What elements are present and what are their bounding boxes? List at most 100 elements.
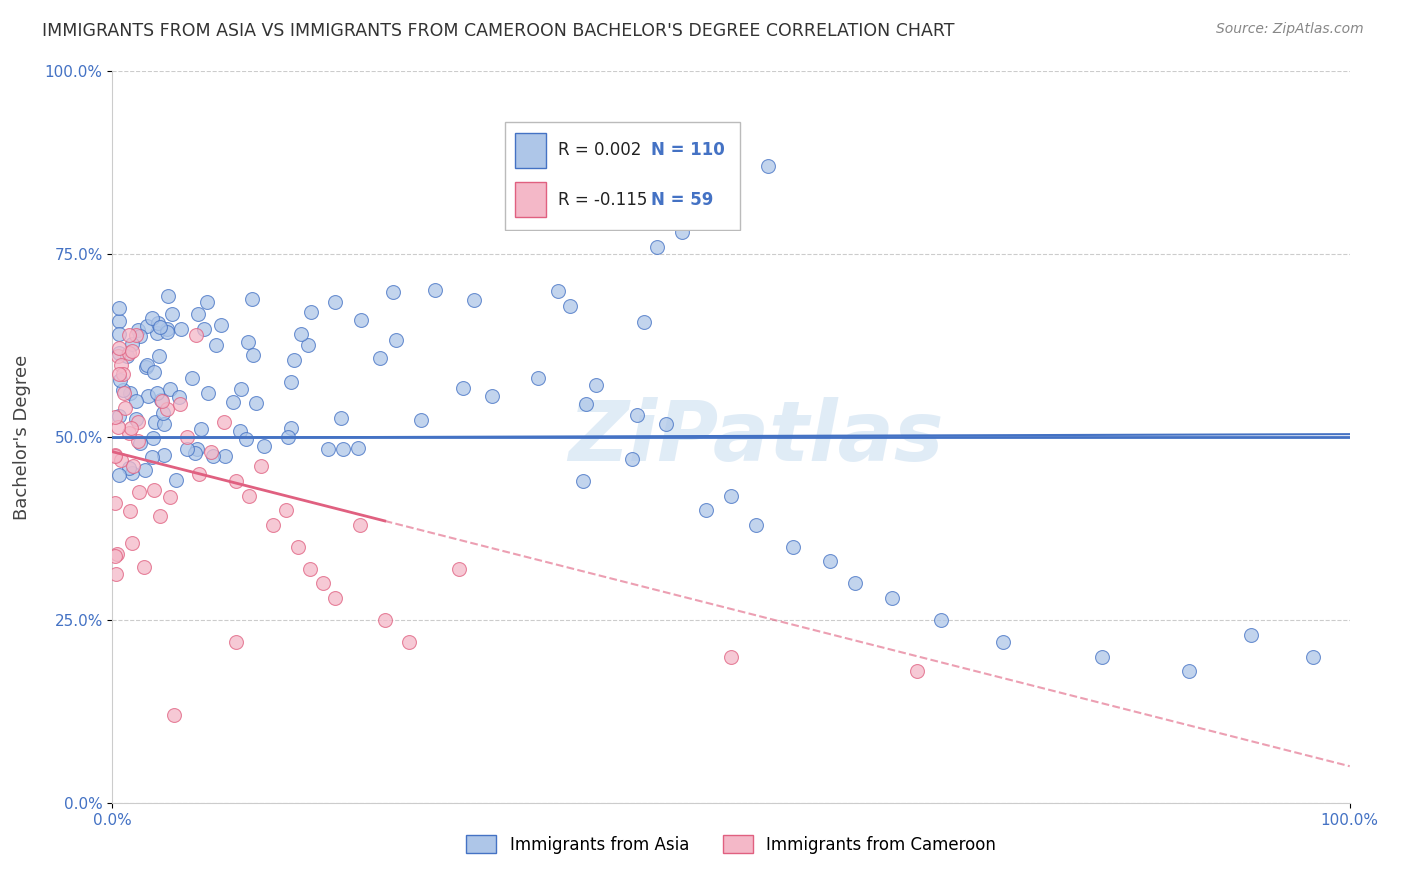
- Point: [374, 613, 396, 627]
- Point: [1302, 649, 1324, 664]
- Point: [347, 441, 370, 455]
- Point: [880, 591, 903, 605]
- Point: [146, 326, 169, 340]
- Point: [262, 517, 284, 532]
- FancyBboxPatch shape: [505, 122, 740, 229]
- Point: [165, 473, 187, 487]
- Point: [229, 424, 252, 438]
- Point: [188, 467, 211, 481]
- Point: [621, 452, 644, 467]
- Point: [136, 319, 159, 334]
- Point: [183, 446, 205, 460]
- Text: N = 59: N = 59: [651, 191, 714, 209]
- Point: [384, 333, 406, 347]
- Point: [316, 442, 339, 456]
- Point: [110, 452, 132, 467]
- Point: [104, 549, 127, 563]
- Point: [107, 326, 129, 341]
- Point: [782, 540, 804, 554]
- Y-axis label: Bachelor's Degree: Bachelor's Degree: [13, 354, 31, 520]
- Point: [280, 375, 302, 389]
- Point: [167, 390, 190, 404]
- Point: [225, 474, 247, 488]
- Point: [645, 240, 668, 254]
- Point: [242, 347, 264, 361]
- Point: [160, 308, 183, 322]
- Point: [176, 442, 198, 456]
- Point: [104, 449, 127, 463]
- Point: [299, 562, 322, 576]
- Point: [105, 566, 128, 581]
- Point: [156, 401, 179, 416]
- Point: [118, 460, 141, 475]
- Point: [214, 449, 236, 463]
- Point: [141, 310, 163, 325]
- Point: [212, 416, 235, 430]
- Point: [111, 367, 134, 381]
- Point: [277, 430, 299, 444]
- Point: [146, 385, 169, 400]
- Point: [585, 378, 607, 392]
- Point: [222, 395, 245, 409]
- Point: [156, 325, 179, 339]
- Point: [756, 160, 779, 174]
- Point: [671, 225, 693, 239]
- Point: [125, 394, 148, 409]
- Point: [107, 467, 129, 482]
- Point: [720, 489, 742, 503]
- Point: [159, 382, 181, 396]
- Point: [149, 392, 172, 407]
- Point: [195, 294, 218, 309]
- Point: [104, 496, 127, 510]
- Point: [626, 409, 648, 423]
- Point: [117, 349, 139, 363]
- Point: [129, 436, 152, 450]
- Point: [299, 305, 322, 319]
- Point: [186, 442, 208, 457]
- Point: [118, 327, 141, 342]
- Point: [323, 591, 346, 605]
- Point: [136, 389, 159, 403]
- Text: N = 110: N = 110: [651, 142, 725, 160]
- Point: [121, 536, 143, 550]
- Point: [190, 422, 212, 436]
- Point: [141, 450, 163, 464]
- Point: [187, 307, 209, 321]
- Point: [107, 420, 129, 434]
- FancyBboxPatch shape: [515, 133, 546, 168]
- Point: [633, 315, 655, 329]
- Point: [381, 285, 404, 299]
- Point: [105, 547, 128, 561]
- Point: [108, 367, 131, 381]
- Point: [169, 322, 191, 336]
- Point: [118, 504, 141, 518]
- Point: [229, 383, 252, 397]
- Text: ZiPatlas: ZiPatlas: [568, 397, 943, 477]
- Point: [107, 345, 129, 359]
- Point: [332, 442, 354, 456]
- Point: [125, 412, 148, 426]
- Point: [197, 385, 219, 400]
- Point: [129, 329, 152, 343]
- Point: [238, 489, 260, 503]
- Point: [323, 295, 346, 310]
- Point: [122, 459, 145, 474]
- Point: [236, 335, 259, 350]
- Point: [1178, 664, 1201, 678]
- Point: [575, 397, 598, 411]
- Point: [250, 459, 273, 474]
- Point: [169, 397, 191, 411]
- Point: [152, 406, 174, 420]
- Point: [121, 467, 143, 481]
- FancyBboxPatch shape: [515, 182, 546, 218]
- Point: [142, 431, 165, 445]
- Point: [655, 417, 678, 431]
- Point: [235, 432, 257, 446]
- Point: [104, 448, 127, 462]
- Point: [107, 301, 129, 315]
- Point: [818, 554, 841, 568]
- Point: [398, 635, 420, 649]
- Point: [240, 292, 263, 306]
- Point: [120, 421, 142, 435]
- Point: [108, 373, 131, 387]
